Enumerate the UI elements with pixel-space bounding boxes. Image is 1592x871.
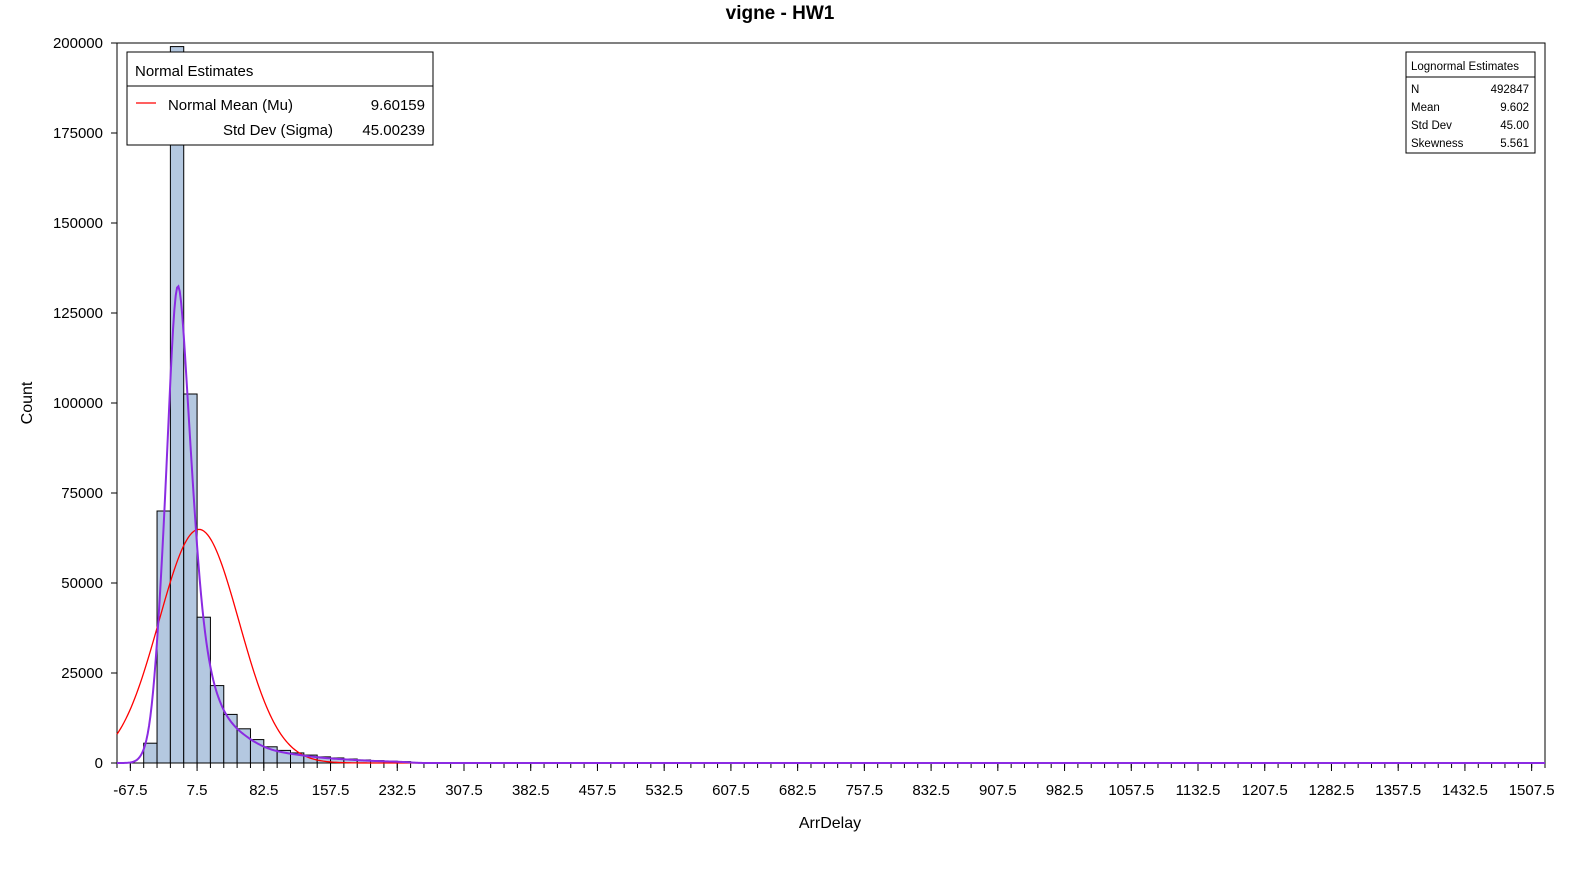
lognormal-estimates-table: Lognormal Estimates N 492847 Mean 9.602 …	[1405, 51, 1536, 154]
y-tick-label: 50000	[61, 575, 103, 592]
inset-header: Lognormal Estimates	[1411, 61, 1519, 73]
x-tick-label: 1507.5	[1509, 782, 1555, 799]
legend-row-sigma-value: 45.00239	[362, 122, 425, 139]
x-tick-label: 1282.5	[1309, 782, 1355, 799]
chart-title: vigne - HW1	[726, 3, 835, 24]
y-tick-label: 100000	[53, 395, 103, 412]
x-tick-label: 757.5	[846, 782, 884, 799]
inset-row-skewness-label: Skewness	[1411, 138, 1464, 150]
x-axis: -67.5 7.5 82.5 157.5 232.5 307.5 382.5 457.5 532…	[113, 763, 1555, 799]
x-tick-label: 457.5	[579, 782, 617, 799]
legend-row-mean-value: 9.60159	[371, 97, 425, 114]
plot-area	[116, 42, 1546, 764]
x-tick-label: 607.5	[712, 782, 750, 799]
histogram-bar	[209, 685, 225, 764]
y-tick-label: 0	[95, 755, 103, 772]
histogram-bar	[196, 616, 211, 764]
y-tick-label: 150000	[53, 215, 103, 232]
inset-row-stddev-label: Std Dev	[1411, 120, 1452, 132]
density-curves	[116, 284, 1545, 764]
x-tick-label: 1057.5	[1108, 782, 1154, 799]
y-tick-label: 125000	[53, 305, 103, 322]
legend-frame	[126, 51, 434, 146]
inset-row-skewness-value: 5.561	[1500, 138, 1529, 150]
x-tick-label: 832.5	[912, 782, 950, 799]
y-axis: 0 25000 50000 75000 100000 125000 150000 175000…	[53, 35, 117, 772]
y-axis-label: Count	[19, 381, 36, 424]
x-tick-label: 82.5	[249, 782, 278, 799]
inset-frame	[1405, 51, 1536, 154]
x-tick-label: 1432.5	[1442, 782, 1488, 799]
x-tick-label: 157.5	[312, 782, 350, 799]
inset-row-n-label: N	[1411, 84, 1419, 96]
legend-header: Normal Estimates	[135, 63, 253, 80]
inset-row-mean-label: Mean	[1411, 102, 1440, 114]
y-tick-label: 25000	[61, 665, 103, 682]
x-tick-label: 982.5	[1046, 782, 1084, 799]
y-tick-label: 175000	[53, 125, 103, 142]
y-tick-label: 75000	[61, 485, 103, 502]
x-tick-label: 682.5	[779, 782, 817, 799]
x-tick-label: 7.5	[187, 782, 208, 799]
inset-row-stddev-value: 45.00	[1500, 120, 1529, 132]
histogram-bars	[143, 46, 412, 764]
x-tick-label: 532.5	[645, 782, 683, 799]
x-tick-label: 1132.5	[1176, 782, 1221, 799]
histogram-bar	[156, 510, 171, 764]
x-tick-label: 1207.5	[1242, 782, 1288, 799]
y-tick-label: 200000	[53, 35, 103, 52]
histogram-bar	[169, 46, 185, 764]
x-tick-label: -67.5	[113, 782, 147, 799]
legend-row-sigma-label: Std Dev (Sigma)	[223, 122, 333, 139]
x-tick-label: 232.5	[378, 782, 416, 799]
legend-row-mean-label: Normal Mean (Mu)	[168, 97, 293, 114]
x-tick-label: 307.5	[445, 782, 483, 799]
inset-row-mean-value: 9.602	[1500, 102, 1529, 114]
kernel-density-curve	[117, 284, 1545, 764]
inset-row-n-value: 492847	[1491, 84, 1529, 96]
x-tick-label: 907.5	[979, 782, 1017, 799]
normal-estimates-legend: Normal Estimates Normal Mean (Mu) 9.6015…	[126, 51, 434, 146]
x-axis-label: ArrDelay	[799, 815, 861, 832]
x-tick-label: 382.5	[512, 782, 550, 799]
x-tick-label: 1357.5	[1375, 782, 1421, 799]
